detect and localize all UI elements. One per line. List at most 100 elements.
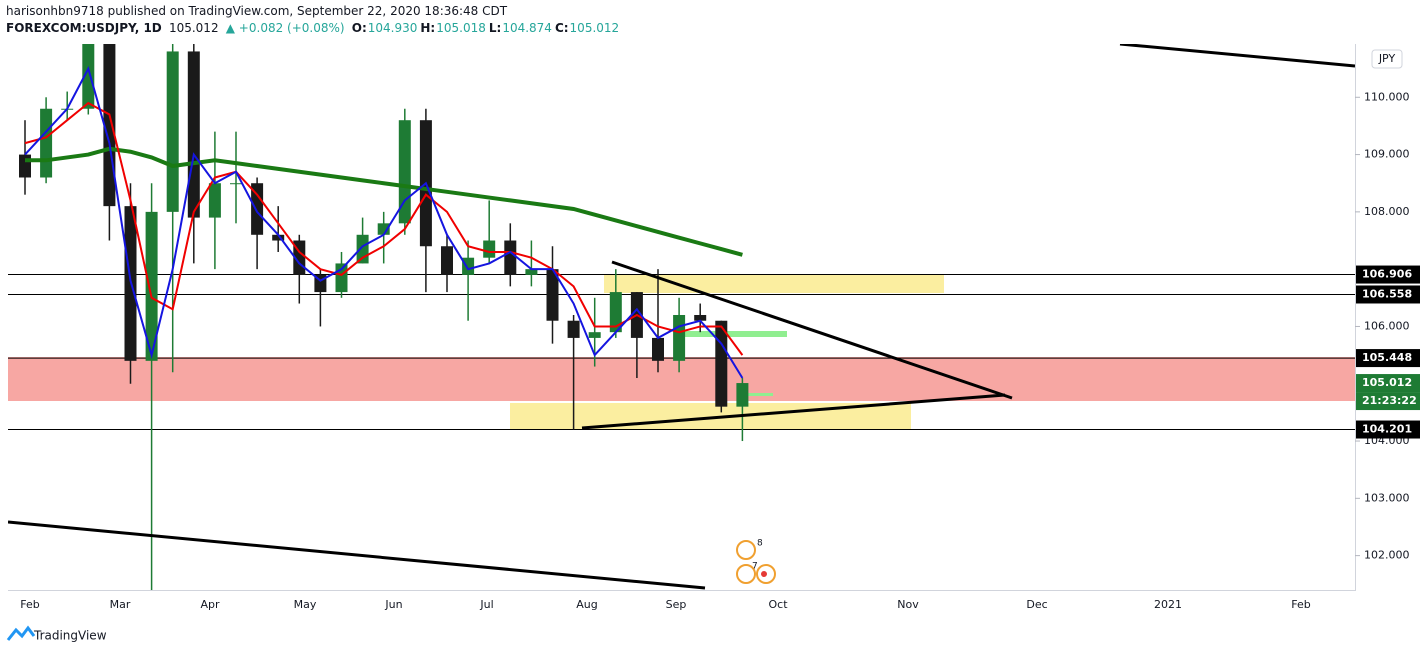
price: 105.012	[168, 21, 219, 35]
candle-body	[694, 314, 707, 321]
trendline	[581, 393, 1006, 430]
plot	[8, 44, 1355, 590]
time-axis-border	[8, 590, 1356, 591]
candle-body	[462, 257, 475, 275]
change: ▲ +0.082 (+0.08%)	[225, 21, 345, 35]
x-tick-label: 2021	[1154, 598, 1182, 611]
candle-body	[61, 108, 74, 110]
x-tick-label: May	[294, 598, 317, 611]
candle-body	[19, 154, 31, 178]
symbol-line: FOREXCOM:USDJPY, 1D 105.012 ▲ +0.082 (+0…	[6, 21, 622, 35]
trendline	[8, 520, 706, 590]
ohlc-label: L:	[488, 21, 502, 35]
x-tick-label: Nov	[897, 598, 919, 611]
ohlc-label: O:	[351, 21, 367, 35]
marker	[683, 331, 787, 337]
candle-body	[40, 108, 53, 178]
candle-body	[272, 234, 285, 241]
candle-body	[103, 44, 116, 207]
ohlc-value: 104.874	[502, 21, 552, 35]
y-tick-label: 108.000	[1364, 205, 1410, 218]
event-count: 7	[752, 562, 758, 572]
moving-average	[24, 101, 744, 356]
x-tick-label: Jun	[384, 598, 402, 611]
price-label-box	[1356, 265, 1420, 284]
candle-body	[630, 292, 643, 338]
price-label: 104.201	[1362, 423, 1412, 436]
y-tick-label: 103.000	[1364, 491, 1410, 504]
candle-body	[588, 332, 601, 338]
event-dot	[761, 571, 767, 577]
trendline	[611, 260, 1013, 400]
candle-body	[567, 320, 580, 338]
x-tick-label: Feb	[20, 598, 39, 611]
zone	[8, 357, 1355, 401]
price-label: 106.558	[1362, 287, 1412, 300]
candle-body	[483, 240, 496, 258]
y-tick-label: 110.000	[1364, 90, 1410, 103]
countdown: 21:23:22	[1362, 394, 1417, 407]
candle-body	[293, 240, 306, 275]
drawings	[8, 275, 1355, 429]
candle-body	[441, 246, 453, 275]
candle-body	[736, 383, 749, 407]
moving-average	[24, 65, 744, 379]
price-label-box	[1356, 285, 1420, 304]
trendline	[1119, 44, 1355, 68]
candle-body	[335, 263, 348, 293]
currency-box	[1371, 49, 1403, 69]
countdown-box	[1356, 392, 1420, 411]
ohlc-value: 105.012	[569, 21, 620, 35]
candle-body	[504, 240, 517, 275]
candle-body	[314, 274, 327, 293]
x-tick-label: Mar	[110, 598, 131, 611]
moving-average	[25, 146, 743, 257]
currency: JPY	[1378, 52, 1396, 65]
candle-body	[187, 51, 200, 218]
ohlc-label: H:	[420, 21, 436, 35]
ohlc-value: 105.018	[436, 21, 486, 35]
price-label-box	[1356, 349, 1420, 368]
candle-body	[715, 320, 728, 407]
candle-body	[124, 206, 137, 361]
symbol: FOREXCOM:USDJPY, 1D	[6, 21, 162, 35]
candle-body	[230, 183, 242, 185]
candle-body	[525, 269, 538, 275]
zone	[604, 275, 944, 293]
event-icon	[736, 540, 756, 560]
publisher-line: harisonhbn9718 published on TradingView.…	[6, 4, 508, 18]
y-tick-label: 104.000	[1364, 434, 1410, 447]
event-count: 8	[757, 539, 763, 549]
price-label-box	[1356, 374, 1420, 393]
brand: TradingView	[33, 629, 107, 643]
candle-body	[398, 120, 411, 224]
event-icon	[756, 564, 776, 584]
x-tick-label: Aug	[576, 598, 597, 611]
trendlines	[8, 44, 1355, 590]
x-tick-label: Sep	[666, 598, 687, 611]
y-tick-label: 109.000	[1364, 148, 1410, 161]
candle-body	[419, 120, 432, 247]
price-label: 105.448	[1362, 351, 1412, 364]
event-icon	[736, 564, 756, 584]
candle-body	[377, 223, 390, 235]
x-tick-label: Feb	[1291, 598, 1310, 611]
ohlc: O:104.930 H:105.018 L:104.874 C:105.012	[352, 21, 622, 35]
ohlc-value: 104.930	[367, 21, 418, 35]
marker	[741, 393, 773, 396]
x-tick-label: Apr	[200, 598, 220, 611]
candle-body	[609, 292, 622, 333]
price-label: 105.012	[1362, 376, 1412, 389]
logo	[6, 625, 36, 641]
price-label-box	[1356, 420, 1420, 439]
candle-body	[251, 183, 264, 235]
y-tick-label: 102.000	[1364, 549, 1410, 562]
price-label: 106.906	[1362, 268, 1412, 281]
x-tick-label: Oct	[768, 598, 788, 611]
x-tick-label: Jul	[479, 598, 493, 611]
ohlc-label: C:	[554, 21, 569, 35]
candle-body	[208, 183, 221, 218]
events: 8 7	[736, 539, 776, 584]
